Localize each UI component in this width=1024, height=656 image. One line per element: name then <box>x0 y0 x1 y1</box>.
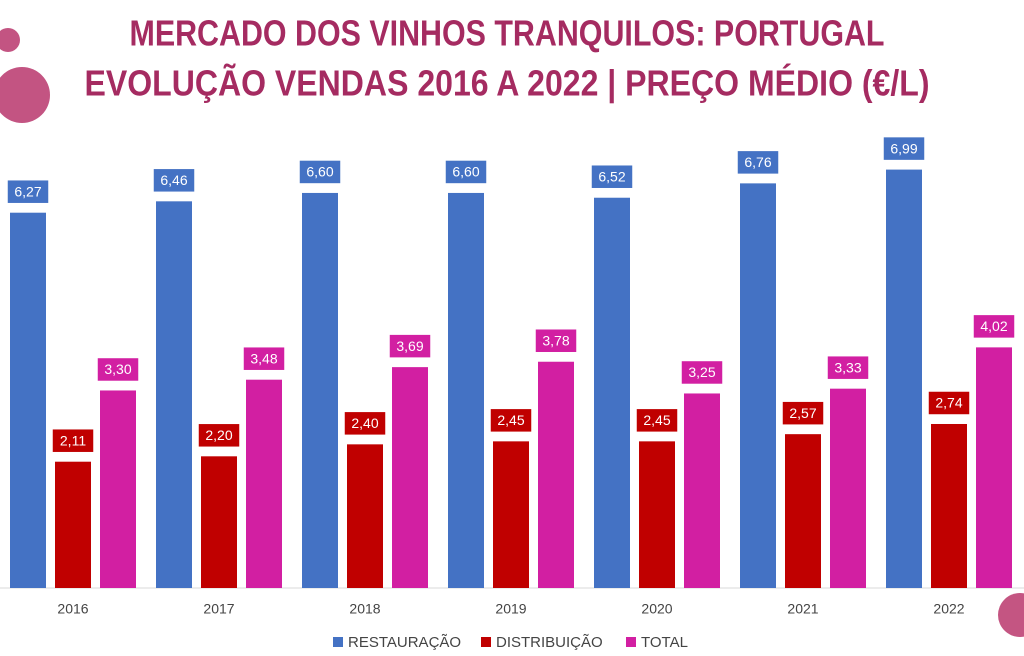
bar <box>246 379 282 588</box>
data-label: 3,33 <box>834 359 861 375</box>
data-label-box <box>826 354 870 381</box>
bar <box>830 388 866 588</box>
chart-title: MERCADO DOS VINHOS TRANQUILOS: PORTUGAL <box>130 13 885 54</box>
data-label: 2,11 <box>60 432 86 448</box>
chart-title: EVOLUÇÃO VENDAS 2016 A 2022 | PREÇO MÉDI… <box>85 62 930 105</box>
data-label: 2,45 <box>643 412 670 428</box>
data-label-box <box>489 407 533 434</box>
bar <box>740 183 776 588</box>
data-label: 6,99 <box>890 140 917 156</box>
data-label-box <box>590 163 634 190</box>
bar <box>347 444 383 588</box>
legend-swatch <box>333 637 343 647</box>
data-label: 2,20 <box>205 427 232 443</box>
data-label: 3,69 <box>396 338 423 354</box>
bar <box>10 212 46 588</box>
data-label-box <box>96 356 140 383</box>
x-tick-label: 2022 <box>933 601 964 617</box>
data-label-box <box>6 178 50 205</box>
legend-label: RESTAURAÇÃO <box>348 634 461 651</box>
x-tick-label: 2020 <box>641 601 672 617</box>
data-label-box <box>197 422 241 449</box>
bar <box>302 192 338 588</box>
data-label: 6,76 <box>744 154 771 170</box>
bar <box>55 461 91 588</box>
data-label: 2,57 <box>789 405 816 421</box>
data-label-box <box>388 333 432 359</box>
data-label-box <box>635 407 679 434</box>
data-label-box <box>444 159 488 185</box>
bar <box>886 169 922 588</box>
data-label-box <box>736 149 780 176</box>
data-label-box <box>298 159 342 185</box>
data-label-box <box>51 427 95 454</box>
data-label: 6,60 <box>452 164 479 180</box>
data-label: 6,27 <box>14 183 41 199</box>
bar <box>785 434 821 588</box>
x-tick-label: 2019 <box>495 601 526 617</box>
data-label-box <box>972 313 1016 340</box>
x-tick-label: 2016 <box>57 601 88 617</box>
bar <box>392 367 428 588</box>
x-tick-label: 2021 <box>787 601 818 617</box>
legend-swatch <box>626 637 636 647</box>
legend-label: DISTRIBUIÇÃO <box>496 634 603 651</box>
bar <box>594 197 630 588</box>
decoration <box>0 28 1024 637</box>
data-label-box <box>781 400 825 426</box>
bar <box>684 393 720 588</box>
data-label-box <box>882 135 926 162</box>
data-label: 3,48 <box>250 350 277 366</box>
data-label: 3,78 <box>542 332 569 348</box>
data-label-box <box>343 410 387 437</box>
data-label: 3,30 <box>104 361 131 377</box>
bar <box>976 347 1012 588</box>
bar <box>448 192 484 588</box>
x-tick-label: 2018 <box>349 601 380 617</box>
x-tick-label: 2017 <box>203 601 234 617</box>
bar <box>931 423 967 588</box>
data-label: 6,46 <box>160 172 187 188</box>
bar <box>100 390 136 588</box>
data-label-box <box>534 327 578 354</box>
data-label: 6,52 <box>598 168 625 184</box>
legend-swatch <box>481 637 491 647</box>
data-label: 4,02 <box>980 318 1007 334</box>
data-label: 2,45 <box>497 412 524 428</box>
data-label-box <box>927 390 971 416</box>
data-label-box <box>152 167 196 194</box>
data-label-box <box>242 345 286 372</box>
data-label-box <box>680 359 724 386</box>
data-label: 2,74 <box>935 395 962 411</box>
bar <box>493 441 529 588</box>
bar <box>538 361 574 588</box>
bar <box>639 441 675 588</box>
data-label: 3,25 <box>688 364 715 380</box>
data-label: 2,40 <box>351 415 378 431</box>
bar <box>201 456 237 588</box>
bar <box>156 201 192 588</box>
legend-label: TOTAL <box>641 634 688 651</box>
data-label: 6,60 <box>306 164 333 180</box>
